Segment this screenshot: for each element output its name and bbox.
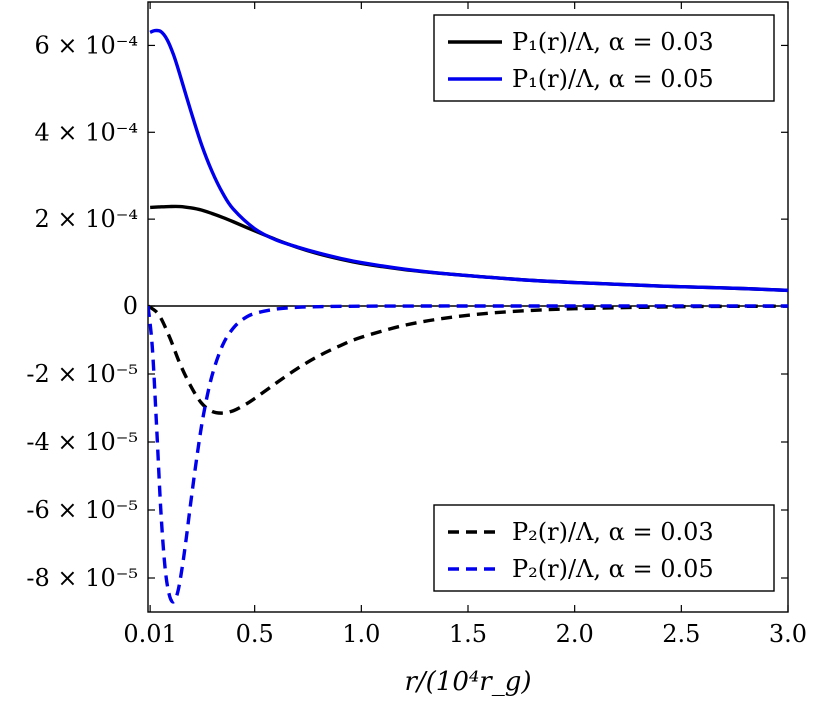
- legend-top: P₁(r)/Λ, α = 0.03 P₁(r)/Λ, α = 0.05: [433, 14, 775, 102]
- legend-label: P₂(r)/Λ, α = 0.03: [512, 518, 714, 546]
- y-tick-label: -6 × 10⁻⁵: [26, 496, 138, 524]
- series-line-p1-0: [150, 204, 788, 293]
- series-layer: [148, 28, 788, 604]
- legend-bottom: P₂(r)/Λ, α = 0.03 P₂(r)/Λ, α = 0.05: [433, 504, 775, 592]
- y-tick-label: 4 × 10⁻⁴: [35, 118, 138, 146]
- legend-box: [433, 504, 775, 592]
- x-tick-label: 1.5: [449, 620, 487, 648]
- y-tick-label: -8 × 10⁻⁵: [26, 564, 138, 592]
- y-tick-label: -4 × 10⁻⁵: [26, 428, 138, 456]
- legend-box: [433, 14, 775, 102]
- legend-label: P₁(r)/Λ, α = 0.05: [512, 65, 714, 93]
- x-axis-label: r/(10⁴r_g): [404, 667, 531, 697]
- series-line-p1-1: [149, 28, 788, 293]
- tick-labels-layer: 0.01 0.5 1.0 1.5 2.0 2.5 3.0 2 × 10⁻⁴ 4 × 10⁻⁴ 6 …: [26, 31, 807, 648]
- legend-label: P₂(r)/Λ, α = 0.05: [512, 555, 714, 583]
- y-tick-label: 2 × 10⁻⁴: [35, 205, 138, 233]
- series-line-p2-1: [148, 304, 788, 604]
- x-tick-label: 0.01: [123, 620, 176, 648]
- series-line-p2-0: [148, 304, 788, 415]
- x-tick-label: 1.0: [342, 620, 380, 648]
- legend-label: P₁(r)/Λ, α = 0.03: [512, 28, 714, 56]
- x-tick-label: 0.5: [236, 620, 274, 648]
- x-tick-label: 3.0: [769, 620, 807, 648]
- y-tick-label: -2 × 10⁻⁵: [26, 360, 138, 388]
- x-tick-label: 2.0: [556, 620, 594, 648]
- y-tick-label: 0: [123, 292, 138, 320]
- y-tick-label: 6 × 10⁻⁴: [35, 31, 138, 59]
- x-tick-label: 2.5: [662, 620, 700, 648]
